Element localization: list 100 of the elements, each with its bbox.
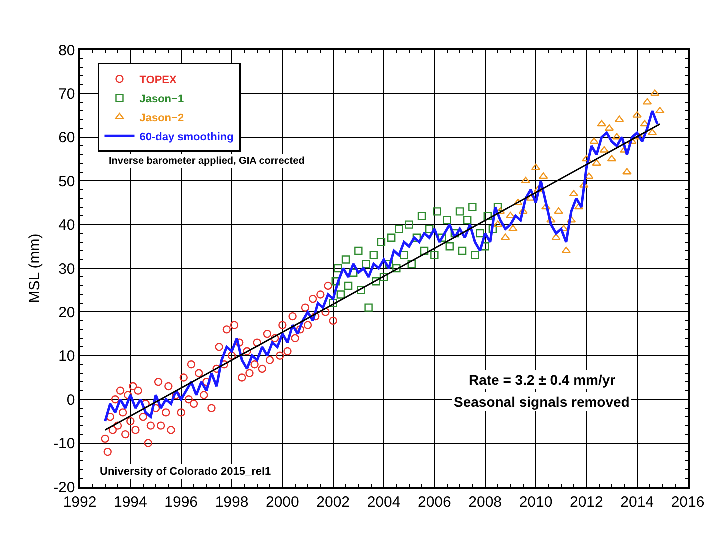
point [405, 220, 414, 229]
point [342, 256, 350, 264]
point [566, 216, 576, 223]
point [554, 208, 564, 214]
point [446, 242, 454, 251]
point [607, 155, 617, 162]
point [372, 278, 380, 286]
y-tick-label: 50 [58, 173, 76, 190]
point [488, 225, 498, 234]
point [418, 212, 426, 220]
point [496, 208, 506, 214]
point [388, 234, 396, 242]
point [426, 225, 434, 234]
x-tick-label: 2006 [418, 494, 452, 511]
point [538, 172, 548, 180]
annotation: Inverse barometer applied, GIA corrected [109, 156, 305, 167]
point [574, 203, 584, 210]
point [622, 168, 632, 175]
legend-label: TOPEX [140, 74, 178, 86]
point [468, 203, 477, 212]
point [650, 90, 660, 96]
point [329, 299, 338, 308]
point [506, 212, 516, 218]
point [458, 246, 467, 256]
annotation: Rate = 3.2 ± 0.4 mm/yr [469, 372, 616, 388]
y-tick-label: 10 [58, 348, 76, 366]
point [648, 128, 658, 136]
point [370, 251, 378, 260]
y-tick-label: -20 [54, 479, 76, 496]
point [612, 133, 622, 140]
point [552, 234, 561, 240]
point [600, 146, 610, 153]
point [500, 234, 510, 240]
point [443, 216, 452, 225]
x-tick-label: 2002 [316, 494, 350, 511]
y-tick-label: 40 [58, 217, 76, 234]
y-tick-label: 80 [58, 42, 76, 60]
point [362, 260, 370, 268]
point [628, 138, 637, 144]
y-axis-title: MSL (mm) [26, 234, 44, 304]
point [597, 120, 607, 127]
y-tick-label: -10 [54, 436, 76, 453]
point [456, 208, 464, 216]
point [380, 273, 388, 282]
point [336, 290, 346, 299]
point [546, 216, 556, 223]
legend-label: 60-day smoothing [140, 131, 234, 144]
point [614, 116, 624, 122]
x-tick-label: 2014 [620, 494, 654, 511]
point [471, 251, 480, 260]
x-tick-label: 2010 [519, 494, 553, 511]
y-tick-label: 0 [66, 392, 76, 409]
point [531, 164, 541, 170]
point [582, 155, 592, 162]
legend-label: Jason−1 [140, 93, 184, 106]
x-tick-label: 2012 [570, 494, 604, 511]
point [534, 186, 544, 192]
y-tick-label: 60 [58, 130, 76, 147]
point [604, 124, 614, 132]
x-tick-label: 2008 [468, 494, 502, 511]
x-tick-label: 2016 [671, 494, 705, 511]
legend-label: Jason−2 [140, 112, 184, 124]
point [334, 264, 342, 273]
point [408, 260, 416, 268]
point [395, 225, 404, 234]
point [590, 138, 599, 144]
point [357, 286, 366, 294]
y-tick-label: 20 [58, 304, 76, 322]
point [364, 304, 373, 312]
annotation: University of Colorado 2015_rel1 [100, 466, 272, 478]
point [562, 246, 572, 254]
point [541, 203, 551, 210]
point [354, 246, 363, 256]
point [514, 198, 523, 206]
point [569, 190, 579, 197]
point [493, 220, 503, 228]
point [655, 107, 665, 114]
x-tick-label: 2000 [266, 494, 300, 511]
point [518, 208, 528, 214]
point [579, 181, 589, 188]
point [377, 238, 386, 246]
point [344, 282, 353, 290]
point [392, 264, 401, 273]
x-tick-label: 1998 [215, 494, 249, 511]
y-tick-label: 70 [58, 86, 76, 103]
point [464, 216, 472, 225]
point [400, 251, 408, 260]
y-tick-label: 30 [58, 260, 76, 278]
x-tick-label: 1994 [114, 494, 148, 511]
point [642, 98, 652, 105]
point [332, 278, 340, 286]
point [420, 246, 429, 256]
x-tick-label: 1996 [164, 494, 198, 511]
point [476, 229, 484, 238]
point [430, 251, 439, 260]
point [632, 111, 642, 118]
x-tick-label: 1992 [63, 494, 97, 511]
point [508, 225, 518, 232]
point [433, 208, 442, 216]
x-tick-label: 2004 [367, 494, 401, 511]
